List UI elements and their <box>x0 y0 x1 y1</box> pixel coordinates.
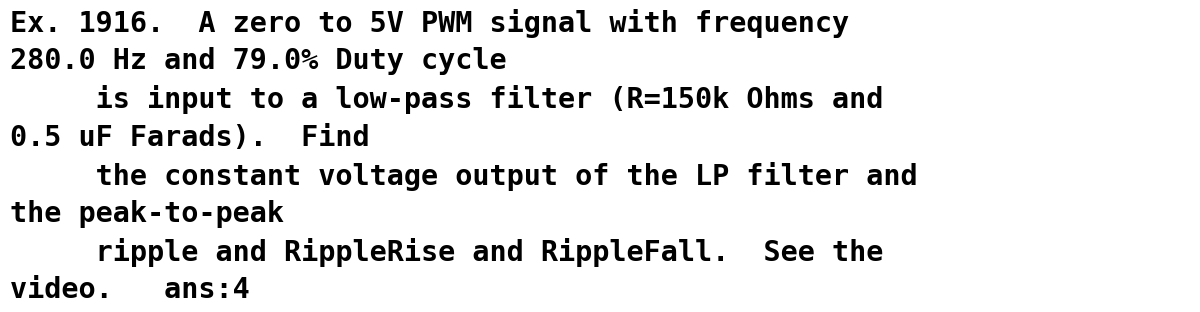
Text: Ex. 1916.  A zero to 5V PWM signal with frequency: Ex. 1916. A zero to 5V PWM signal with f… <box>10 9 848 38</box>
Text: is input to a low-pass filter (R=150k Ohms and: is input to a low-pass filter (R=150k Oh… <box>10 85 883 115</box>
Text: the peak-to-peak: the peak-to-peak <box>10 200 283 228</box>
Text: 280.0 Hz and 79.0% Duty cycle: 280.0 Hz and 79.0% Duty cycle <box>10 47 506 76</box>
Text: ripple and RippleRise and RippleFall.  See the: ripple and RippleRise and RippleFall. Se… <box>10 238 883 267</box>
Text: the constant voltage output of the LP filter and: the constant voltage output of the LP fi… <box>10 162 917 191</box>
Text: 0.5 uF Farads).  Find: 0.5 uF Farads). Find <box>10 124 370 152</box>
Text: video.   ans:4: video. ans:4 <box>10 276 250 304</box>
